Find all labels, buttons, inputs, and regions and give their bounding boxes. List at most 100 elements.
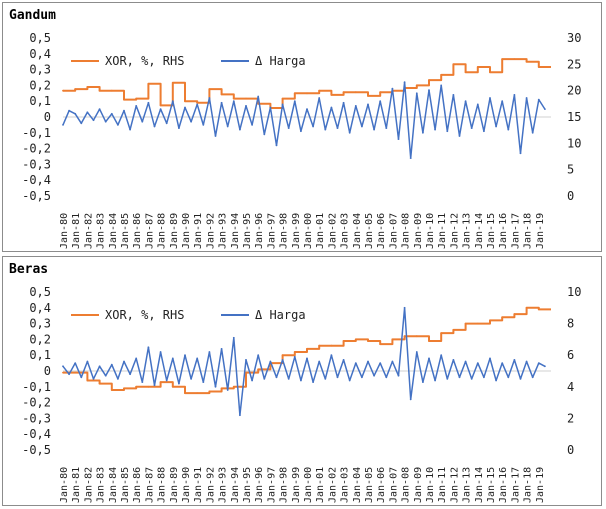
series-point-harga [409,398,412,401]
x-axis-tick-label: Jan-95 [242,467,253,503]
x-axis-tick-label: Jan-94 [230,467,241,503]
series-point-xor [159,104,162,107]
series-point-harga [269,360,272,363]
x-axis-tick-label: Jan-02 [327,213,338,249]
series-point-harga [239,414,241,417]
x-axis-tick-label: Jan-82 [83,213,94,249]
series-point-harga [379,100,382,103]
series-point-harga [257,95,260,98]
x-axis-tick-label: Jan-07 [388,467,399,503]
series-point-harga [110,112,113,115]
series-point-harga [403,81,406,84]
x-axis-tick-label: Jan-05 [364,467,375,503]
chart-panel-gandum: Gandum -0,5 -0,4 -0,3 -0,2 -0,1 0 0,1 0,2 0,3 0,4 0… [2,2,602,252]
series-point-harga [513,359,516,361]
x-axis-tick-label: Jan-97 [266,213,277,249]
x-axis-tick-label: Jan-82 [83,467,94,503]
x-axis-tick-label: Jan-18 [523,213,534,249]
series-point-xor [245,371,247,374]
right-axis-tick-label: 4 [567,380,574,394]
chart-title: Beras [9,262,48,277]
right-axis-tick-label: 10 [567,136,581,150]
x-axis-tick-label: Jan-93 [218,467,229,503]
x-axis-tick-label: Jan-93 [218,213,229,249]
x-axis-tick-label: Jan-86 [132,213,143,249]
x-axis-tick-label: Jan-13 [462,467,473,503]
left-axis-tick-label: -0,4 [22,173,51,187]
series-point-xor [110,389,113,391]
series-point-harga [501,362,504,364]
series-point-harga [220,348,223,350]
series-point-xor [74,371,77,374]
series-point-harga [525,97,528,99]
left-axis-tick-label: -0,1 [22,126,51,140]
series-point-xor [135,97,138,100]
series-point-harga [397,138,400,141]
left-axis-tick-label: -0,2 [22,396,51,410]
series-point-harga [403,306,406,309]
x-axis-tick-label: Jan-92 [205,213,216,249]
series-point-xor [74,88,77,90]
series-point-harga [263,378,266,380]
x-axis-tick-label: Jan-86 [132,467,143,503]
x-axis-tick-label: Jan-09 [413,213,424,249]
series-point-harga [385,127,388,129]
series-point-harga [293,355,296,358]
right-axis-tick-label: 5 [567,163,574,177]
legend-label: XOR, %, RHS [105,308,184,322]
left-axis-tick-label: 0,5 [29,285,51,299]
series-point-harga [489,97,491,99]
series-point-harga [422,381,424,383]
x-axis-tick-label: Jan-03 [340,467,351,503]
series-point-xor [379,91,382,94]
series-point-xor [342,340,345,342]
legend-label: Δ Harga [255,54,306,68]
series-point-harga [123,109,125,112]
x-axis-tick-label: Jan-88 [157,467,168,503]
series-point-harga [428,357,430,360]
series-point-harga [92,119,95,122]
series-point-xor [86,379,89,382]
legend-label: Δ Harga [255,308,306,322]
series-point-harga [342,101,345,104]
series-point-harga [318,360,321,363]
series-point-harga [165,122,168,125]
series-point-xor [489,319,491,322]
right-axis-tick-label: 20 [567,84,581,98]
series-point-xor [330,94,333,96]
series-point-harga [531,376,534,379]
series-point-harga [171,357,174,360]
x-axis-tick-label: Jan-89 [169,213,180,249]
series-point-harga [117,124,119,126]
series-point-harga [470,127,473,129]
series-point-xor [476,322,479,325]
series-point-harga [98,108,101,110]
series-point-xor [403,335,406,338]
series-point-harga [239,128,241,131]
series-point-harga [373,374,375,377]
series-point-harga [281,359,284,361]
series-point-harga [251,124,254,126]
chart-svg-gandum: Gandum -0,5 -0,4 -0,3-0,2 -0,1 0 0,1 0,20,3 0,4 0… [9,8,581,249]
series-point-harga [373,128,375,131]
series-point-xor [415,84,418,87]
series-point-xor [147,82,150,85]
series-point-harga [275,144,278,147]
series-point-harga [245,105,247,107]
left-axis-tick-label: 0,1 [29,348,51,362]
series-point-xor [62,371,64,374]
series-point-harga [281,103,284,106]
series-point-xor [464,322,467,325]
series-point-harga [184,354,186,357]
series-point-harga [446,378,449,380]
series-point-harga [422,131,424,134]
series-point-harga [458,135,461,137]
series-point-harga [330,106,333,109]
x-axis-tick-label: Jan-17 [510,467,521,503]
series-point-xor [306,348,308,350]
series-point-xor [354,91,357,94]
series-point-harga [269,106,272,109]
x-axis-tick-label: Jan-12 [449,467,460,503]
series-point-harga [293,100,296,103]
series-point-harga [367,360,369,363]
